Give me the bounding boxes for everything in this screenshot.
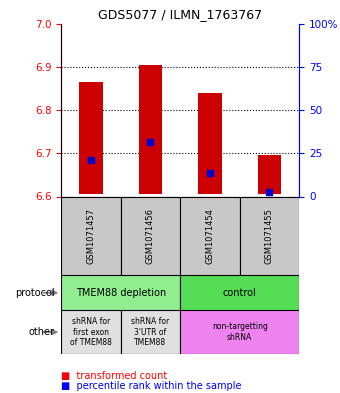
Bar — [180, 275, 299, 310]
Bar — [139, 65, 163, 194]
Title: GDS5077 / ILMN_1763767: GDS5077 / ILMN_1763767 — [98, 8, 262, 21]
Text: control: control — [223, 288, 257, 298]
Bar — [121, 196, 180, 275]
Text: other: other — [29, 327, 54, 337]
Text: GSM1071457: GSM1071457 — [86, 208, 96, 264]
Bar — [240, 196, 299, 275]
Bar — [198, 93, 222, 194]
Text: shRNA for
first exon
of TMEM88: shRNA for first exon of TMEM88 — [70, 317, 112, 347]
Text: ■  percentile rank within the sample: ■ percentile rank within the sample — [61, 381, 242, 391]
Text: GSM1071454: GSM1071454 — [205, 208, 215, 264]
Text: ■  transformed count: ■ transformed count — [61, 371, 167, 381]
Text: shRNA for
3'UTR of
TMEM88: shRNA for 3'UTR of TMEM88 — [131, 317, 170, 347]
Bar — [180, 310, 299, 354]
Bar — [61, 310, 121, 354]
Text: GSM1071456: GSM1071456 — [146, 208, 155, 264]
Bar — [258, 155, 282, 194]
Bar — [180, 196, 240, 275]
Text: TMEM88 depletion: TMEM88 depletion — [75, 288, 166, 298]
Bar — [61, 196, 121, 275]
Text: non-targetting
shRNA: non-targetting shRNA — [212, 322, 268, 342]
Text: protocol: protocol — [15, 288, 54, 298]
Bar — [61, 275, 180, 310]
Bar — [121, 310, 180, 354]
Bar — [79, 82, 103, 194]
Text: GSM1071455: GSM1071455 — [265, 208, 274, 264]
